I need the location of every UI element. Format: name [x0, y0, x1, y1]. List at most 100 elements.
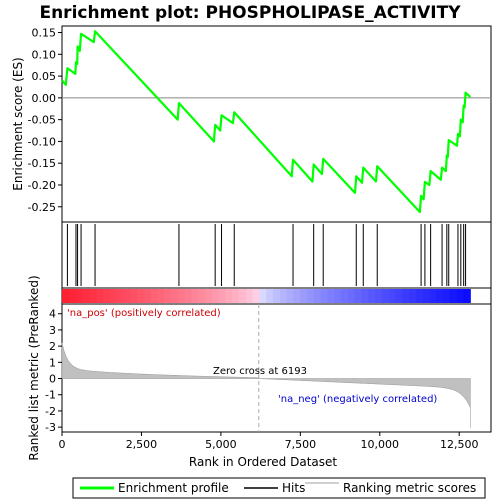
neg-label: 'na_neg' (negatively correlated) — [278, 394, 437, 405]
metric-tick-label: 0 — [49, 373, 56, 386]
color-bar-segment — [96, 289, 104, 303]
zero-cross-label: Zero cross at 6193 — [213, 366, 307, 377]
color-bar-segment — [68, 289, 77, 303]
metric-tick-label: 3 — [49, 324, 56, 337]
color-bar-segment — [170, 289, 179, 303]
color-bar-segment — [279, 289, 288, 303]
es-tick-label: 0.10 — [32, 48, 57, 61]
color-bar-segment — [327, 289, 335, 303]
color-bar-segment — [300, 289, 308, 303]
es-tick-label: 0.15 — [32, 27, 57, 40]
color-bar-segment — [313, 289, 322, 303]
color-bar-segment — [238, 289, 247, 303]
x-tick-label: 2,500 — [126, 438, 158, 451]
color-bar-segment — [449, 289, 458, 303]
metric-tick-label: 1 — [49, 356, 56, 369]
es-tick-label: -0.20 — [28, 179, 56, 192]
metric-tick-label: -3 — [45, 421, 56, 434]
es-tick-label: -0.15 — [28, 157, 56, 170]
color-bar-segment — [286, 289, 294, 303]
pos-label: 'na_pos' (positively correlated) — [67, 308, 221, 319]
color-bar-segment — [266, 289, 274, 303]
es-tick-label: 0.00 — [32, 92, 57, 105]
legend-profile-label: Enrichment profile — [118, 481, 229, 495]
legend-metric-label: Ranking metric scores — [343, 481, 476, 495]
color-bar-segment — [347, 289, 356, 303]
color-bar-segment — [259, 289, 267, 303]
color-bar-segment — [157, 289, 165, 303]
legend-frame — [72, 477, 486, 499]
color-bar-segment — [456, 289, 465, 303]
color-bar-segment — [204, 289, 213, 303]
color-bar-segment — [422, 289, 431, 303]
es-tick-label: -0.10 — [28, 135, 56, 148]
enrichment-profile-line — [61, 30, 472, 214]
legend-hits-label: Hits — [282, 481, 305, 495]
metric-axis-label: Ranked list metric (PreRanked) — [27, 275, 41, 460]
color-bar-segment — [402, 289, 410, 303]
color-bar-segment — [232, 289, 240, 303]
color-bar-segment — [123, 289, 131, 303]
color-bar-segment — [109, 289, 117, 303]
color-bar-segment — [368, 289, 376, 303]
es-tick-label: 0.05 — [32, 70, 57, 83]
color-bar-segment — [443, 289, 451, 303]
color-bar-segment — [381, 289, 390, 303]
color-bar-segment — [130, 289, 138, 303]
x-tick-label: 0 — [59, 438, 66, 451]
legend: Enrichment profile Hits Ranking metric s… — [72, 477, 486, 499]
color-bar-segment — [82, 289, 90, 303]
color-bar-segment — [436, 289, 444, 303]
color-bar-segment — [211, 289, 220, 303]
color-bar-segment — [409, 289, 417, 303]
color-bar-segment — [143, 289, 151, 303]
color-bar-segment — [334, 289, 342, 303]
color-bar-segment — [415, 289, 424, 303]
x-axis-label: Rank in Ordered Dataset — [189, 455, 337, 469]
color-bar-segment — [198, 289, 206, 303]
color-bar-segment — [293, 289, 301, 303]
color-bar-segment — [320, 289, 328, 303]
color-bar-segment — [62, 289, 70, 303]
hits-panel-frame — [61, 221, 492, 289]
ranking-metric-area — [61, 342, 471, 428]
es-tick-label: -0.05 — [28, 114, 56, 127]
chart-title: Enrichment plot: PHOSPHOLIPASE_ACTIVITY — [39, 3, 461, 23]
color-bar-segment — [252, 289, 260, 303]
color-bar-segment — [272, 289, 281, 303]
color-bar-segment — [463, 289, 471, 303]
color-bar-segment — [375, 289, 383, 303]
metric-tick-label: 4 — [49, 308, 56, 321]
color-bar-segment — [395, 289, 403, 303]
color-bar-segment — [164, 289, 172, 303]
color-bar-segment — [150, 289, 158, 303]
color-bar-segment — [361, 289, 369, 303]
color-bar-segment — [218, 289, 226, 303]
color-bar-segment — [245, 289, 254, 303]
color-bar-segment — [89, 289, 97, 303]
es-panel-frame — [61, 25, 492, 223]
color-bar-segment — [307, 289, 315, 303]
metric-tick-label: 2 — [49, 340, 56, 353]
x-tick-label: 7,500 — [285, 438, 317, 451]
metric-tick-label: -2 — [45, 405, 56, 418]
color-bar-segment — [184, 289, 192, 303]
es-tick-label: -0.25 — [28, 201, 56, 214]
color-bar-segment — [136, 289, 145, 303]
color-bar-segment — [75, 289, 83, 303]
color-bar-segment — [354, 289, 362, 303]
color-bar-segment — [116, 289, 124, 303]
metric-tick-label: -1 — [45, 389, 56, 402]
es-axis-label: Enrichment score (ES) — [11, 57, 25, 190]
x-tick-label: 12,500 — [440, 438, 479, 451]
x-tick-label: 10,000 — [361, 438, 400, 451]
color-bar-segment — [191, 289, 199, 303]
color-bar-segment — [102, 289, 111, 303]
color-bar-segment — [177, 289, 186, 303]
color-bar-segment — [341, 289, 349, 303]
color-bar-segment — [429, 289, 437, 303]
x-tick-label: 5,000 — [205, 438, 237, 451]
color-bar-segment — [225, 289, 233, 303]
color-bar-segment — [388, 289, 396, 303]
